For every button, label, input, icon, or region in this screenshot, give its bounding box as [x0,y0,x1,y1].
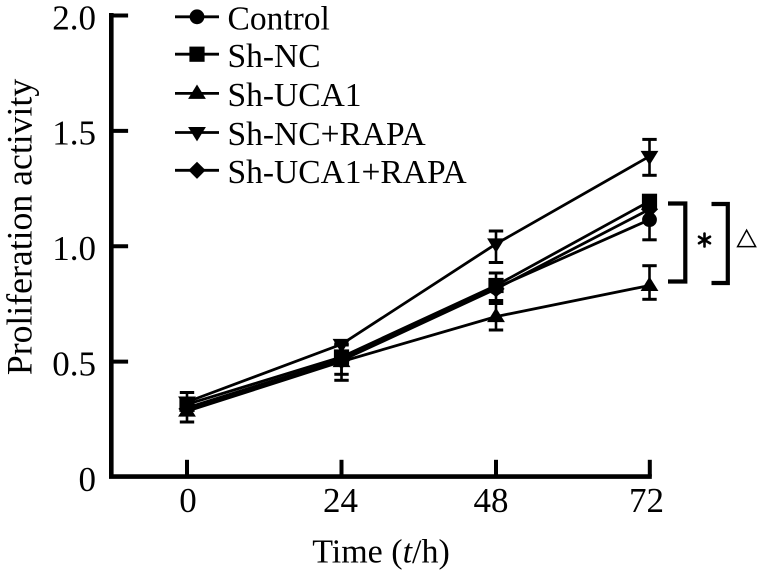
svg-text:Sh-NC: Sh-NC [228,38,321,75]
svg-text:0: 0 [179,481,197,520]
svg-text:1.5: 1.5 [52,114,96,153]
svg-text:24: 24 [323,481,358,520]
svg-text:0.5: 0.5 [52,344,96,383]
svg-text:1.0: 1.0 [52,229,96,268]
svg-text:72: 72 [629,481,664,520]
svg-text:Sh-UCA1: Sh-UCA1 [228,77,362,114]
svg-text:48: 48 [474,481,509,520]
svg-text:Sh-NC+RAPA: Sh-NC+RAPA [228,116,426,153]
svg-text:2.0: 2.0 [52,0,96,37]
svg-text:Sh-UCA1+RAPA: Sh-UCA1+RAPA [228,154,467,191]
svg-text:Proliferation activity: Proliferation activity [0,79,40,375]
svg-text:Time (t/h): Time (t/h) [312,534,450,571]
svg-text:Control: Control [228,0,330,37]
svg-text:0: 0 [79,460,97,499]
